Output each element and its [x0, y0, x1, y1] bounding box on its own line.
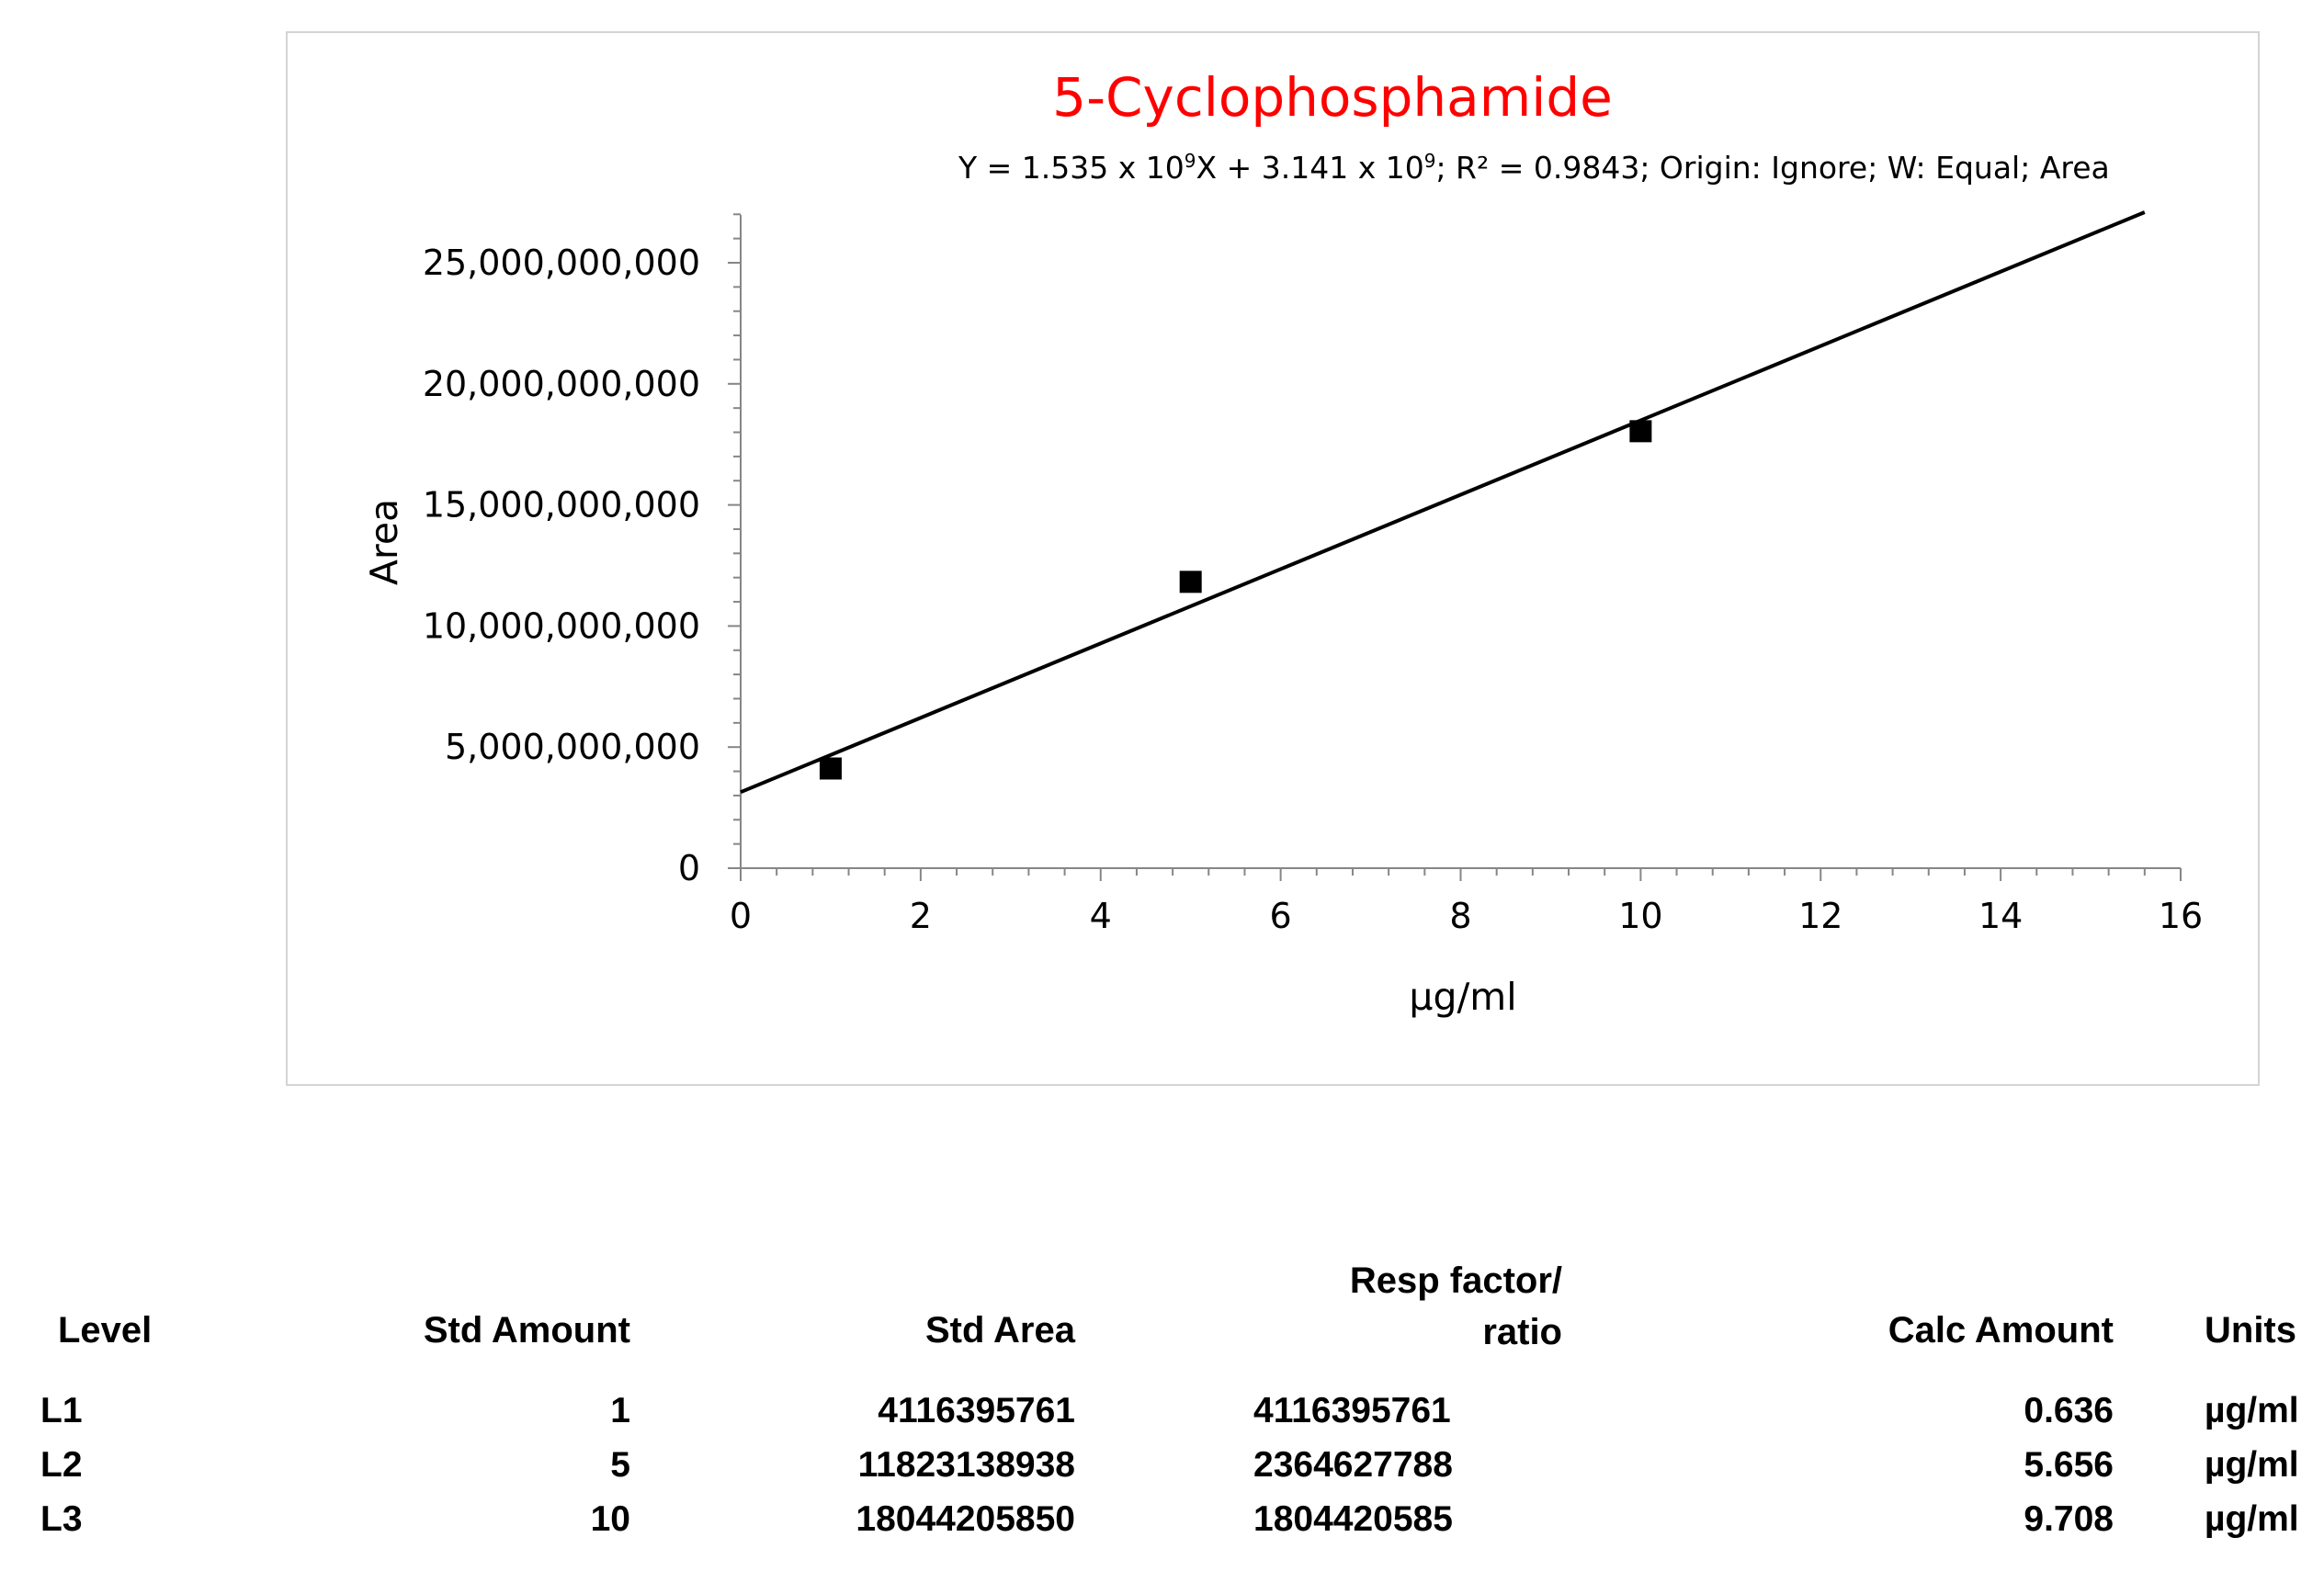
cell-std-amount: 5 — [610, 1445, 630, 1485]
cell-std-amount: 10 — [590, 1499, 630, 1539]
tick-labels: 0 5,000,000,000 10,000,000,000 15,000,000,0… — [423, 243, 2203, 936]
cell-resp-factor: 2364627788 — [1253, 1445, 1453, 1485]
cell-level: L1 — [40, 1391, 83, 1430]
y-tick-label: 0 — [678, 848, 700, 888]
calibration-table: Level Std Amount Std Area Resp factor/ r… — [0, 1259, 2324, 1571]
x-tick-label: 0 — [730, 896, 752, 936]
chart-frame — [286, 31, 2260, 1086]
y-tick-label: 10,000,000,000 — [423, 605, 700, 646]
x-tick-label: 10 — [1618, 896, 1662, 936]
data-point — [1179, 571, 1202, 593]
x-tick-label: 8 — [1449, 896, 1471, 936]
y-tick-label: 5,000,000,000 — [445, 727, 700, 767]
chart-title: 5-Cyclophosphamide — [1052, 66, 1613, 129]
header-std-area: Std Area — [924, 1310, 1075, 1351]
data-point — [819, 757, 842, 780]
cell-std-area: 4116395761 — [878, 1391, 1075, 1430]
x-tick-label: 12 — [1798, 896, 1842, 936]
x-axis-title: µg/ml — [1409, 975, 1516, 1019]
header-std-amount: Std Amount — [423, 1310, 630, 1351]
regression-line — [740, 210, 2146, 795]
cell-level: L2 — [40, 1445, 83, 1485]
data-point — [1629, 420, 1652, 443]
cell-units: µg/ml — [2205, 1445, 2299, 1485]
cell-std-area: 11823138938 — [857, 1445, 1075, 1485]
cell-resp-factor: 4116395761 — [1253, 1391, 1451, 1430]
y-axis-title: Area — [362, 499, 406, 585]
header-level: Level — [58, 1310, 153, 1351]
cell-units: µg/ml — [2205, 1499, 2299, 1539]
chart-subtitle: Y = 1.535 x 109X + 3.141 x 109; R² = 0.9… — [958, 150, 2110, 186]
y-tick-label: 15,000,000,000 — [423, 485, 700, 526]
header-resp-factor-line1: Resp factor/ — [1349, 1260, 1562, 1301]
cell-level: L3 — [40, 1499, 83, 1539]
cell-std-amount: 1 — [610, 1391, 630, 1430]
x-tick-label: 4 — [1090, 896, 1112, 936]
x-tick-label: 16 — [2159, 896, 2203, 936]
header-units: Units — [2205, 1310, 2296, 1351]
y-tick-label: 20,000,000,000 — [423, 364, 700, 404]
x-tick-label: 14 — [1978, 896, 2023, 936]
cell-units: µg/ml — [2205, 1391, 2299, 1430]
cell-calc-amount: 9.708 — [2024, 1499, 2114, 1539]
cell-resp-factor: 1804420585 — [1253, 1499, 1453, 1539]
cell-std-area: 18044205850 — [856, 1499, 1075, 1539]
x-tick-label: 2 — [910, 896, 932, 936]
data-points — [819, 420, 1652, 780]
y-tick-label: 25,000,000,000 — [423, 243, 700, 283]
header-resp-factor-line2: ratio — [1482, 1312, 1562, 1352]
cell-calc-amount: 5.656 — [2024, 1445, 2114, 1485]
regression-line-group — [740, 210, 2146, 795]
calibration-chart: 5-Cyclophosphamide Y = 1.535 x 109X + 3.… — [362, 66, 2203, 1019]
header-calc-amount: Calc Amount — [1888, 1310, 2114, 1351]
axes — [728, 213, 2182, 881]
x-tick-label: 6 — [1270, 896, 1292, 936]
cell-calc-amount: 0.636 — [2024, 1391, 2114, 1430]
